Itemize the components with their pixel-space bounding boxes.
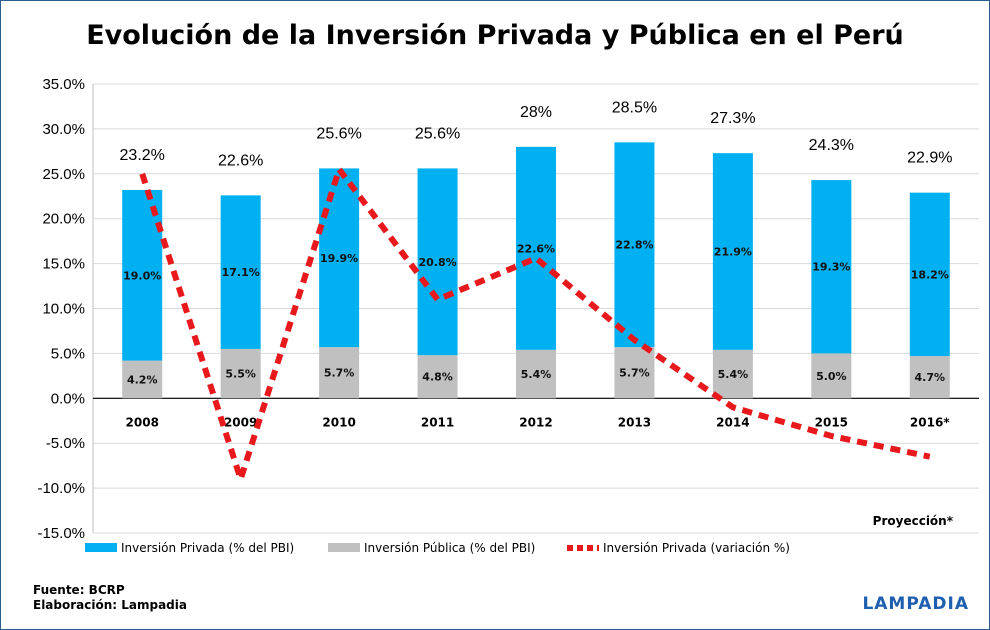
public-value-label: 5.4% [521, 368, 552, 381]
public-value-label: 5.7% [324, 367, 355, 380]
total-value-label: 25.6% [415, 125, 460, 142]
y-tick-label: -5.0% [46, 435, 85, 452]
y-tick-label: 5.0% [51, 345, 85, 362]
legend-label: Inversión Privada (variación %) [603, 541, 790, 555]
public-value-label: 4.7% [915, 371, 946, 384]
private-value-label: 17.1% [222, 266, 260, 279]
credit-note: Elaboración: Lampadia [33, 598, 187, 612]
public-value-label: 4.2% [127, 373, 158, 386]
private-value-label: 19.9% [320, 252, 358, 265]
bar-private [712, 153, 753, 350]
total-value-label: 22.6% [218, 152, 263, 169]
bar-public [909, 356, 950, 399]
bar-public [417, 355, 458, 399]
public-value-label: 4.8% [422, 371, 453, 384]
bar-private [220, 195, 261, 349]
bars [122, 142, 950, 399]
y-tick-label: -15.0% [37, 525, 85, 542]
source-note: Fuente: BCRP [33, 583, 125, 597]
public-value-label: 5.7% [619, 367, 650, 380]
private-value-label: 22.8% [615, 239, 653, 252]
chart-title: Evolución de la Inversión Privada y Públ… [86, 20, 904, 51]
total-value-label: 24.3% [809, 137, 854, 154]
bar-private [909, 192, 950, 357]
bar-private [811, 180, 852, 354]
bar-public [811, 353, 852, 399]
brand-logo: LAMPADIA [862, 594, 969, 614]
total-value-label: 25.6% [316, 125, 361, 142]
bar-private [417, 168, 458, 356]
private-value-label: 21.9% [714, 245, 752, 258]
y-tick-label: -10.0% [37, 480, 85, 497]
private-value-label: 20.8% [418, 256, 456, 269]
public-value-label: 5.0% [816, 370, 847, 383]
y-tick-label: 10.0% [42, 301, 85, 318]
total-value-label: 27.3% [710, 110, 755, 127]
x-tick-label: 2011 [421, 415, 454, 429]
bar-public [319, 347, 360, 399]
private-value-label: 19.0% [123, 269, 161, 282]
legend: Inversión Privada (% del PBI) Inversión P… [85, 541, 790, 555]
bar-public [122, 360, 163, 399]
total-value-label: 28% [520, 104, 552, 121]
x-tick-label: 2016* [910, 415, 950, 429]
private-value-label: 22.6% [517, 242, 555, 255]
projection-note: Proyección* [873, 514, 954, 528]
legend-swatch [328, 543, 360, 552]
y-tick-label: 0.0% [51, 390, 85, 407]
variation-series-line [139, 162, 931, 489]
x-tick-label: 2010 [322, 415, 355, 429]
x-tick-label: 2015 [815, 415, 848, 429]
y-tick-label: 30.0% [42, 121, 85, 138]
bar-public [516, 349, 556, 399]
total-value-label: 22.9% [907, 150, 952, 167]
x-tick-label: 2009 [224, 415, 257, 429]
bar-private [319, 168, 360, 348]
bar-public [712, 349, 753, 399]
bar-private [614, 142, 655, 348]
y-tick-label: 15.0% [42, 256, 85, 273]
public-value-label: 5.4% [718, 368, 749, 381]
x-tick-label: 2008 [126, 415, 159, 429]
variation-line [139, 162, 931, 489]
public-value-label: 5.5% [225, 368, 256, 381]
y-tick-label: 20.0% [42, 211, 85, 228]
bar-private [122, 189, 163, 361]
total-value-label: 23.2% [120, 147, 165, 164]
y-tick-label: 25.0% [42, 166, 85, 183]
bar-private [516, 146, 556, 350]
data-labels: 4.2% 19.0% 23.2% 2008 5.5% 17.1% 22.6% 2009 5.7%… [120, 99, 953, 429]
bar-public [614, 347, 655, 399]
legend-label: Inversión Privada (% del PBI) [121, 541, 294, 555]
x-tick-label: 2012 [519, 415, 552, 429]
bar-public [220, 348, 261, 399]
private-value-label: 18.2% [911, 268, 949, 281]
y-tick-label: 35.0% [42, 76, 85, 93]
x-tick-label: 2014 [716, 415, 749, 429]
total-value-label: 28.5% [612, 99, 657, 116]
legend-swatch [85, 543, 117, 552]
x-tick-label: 2013 [618, 415, 651, 429]
legend-label: Inversión Pública (% del PBI) [364, 541, 535, 555]
private-value-label: 19.3% [812, 261, 850, 274]
